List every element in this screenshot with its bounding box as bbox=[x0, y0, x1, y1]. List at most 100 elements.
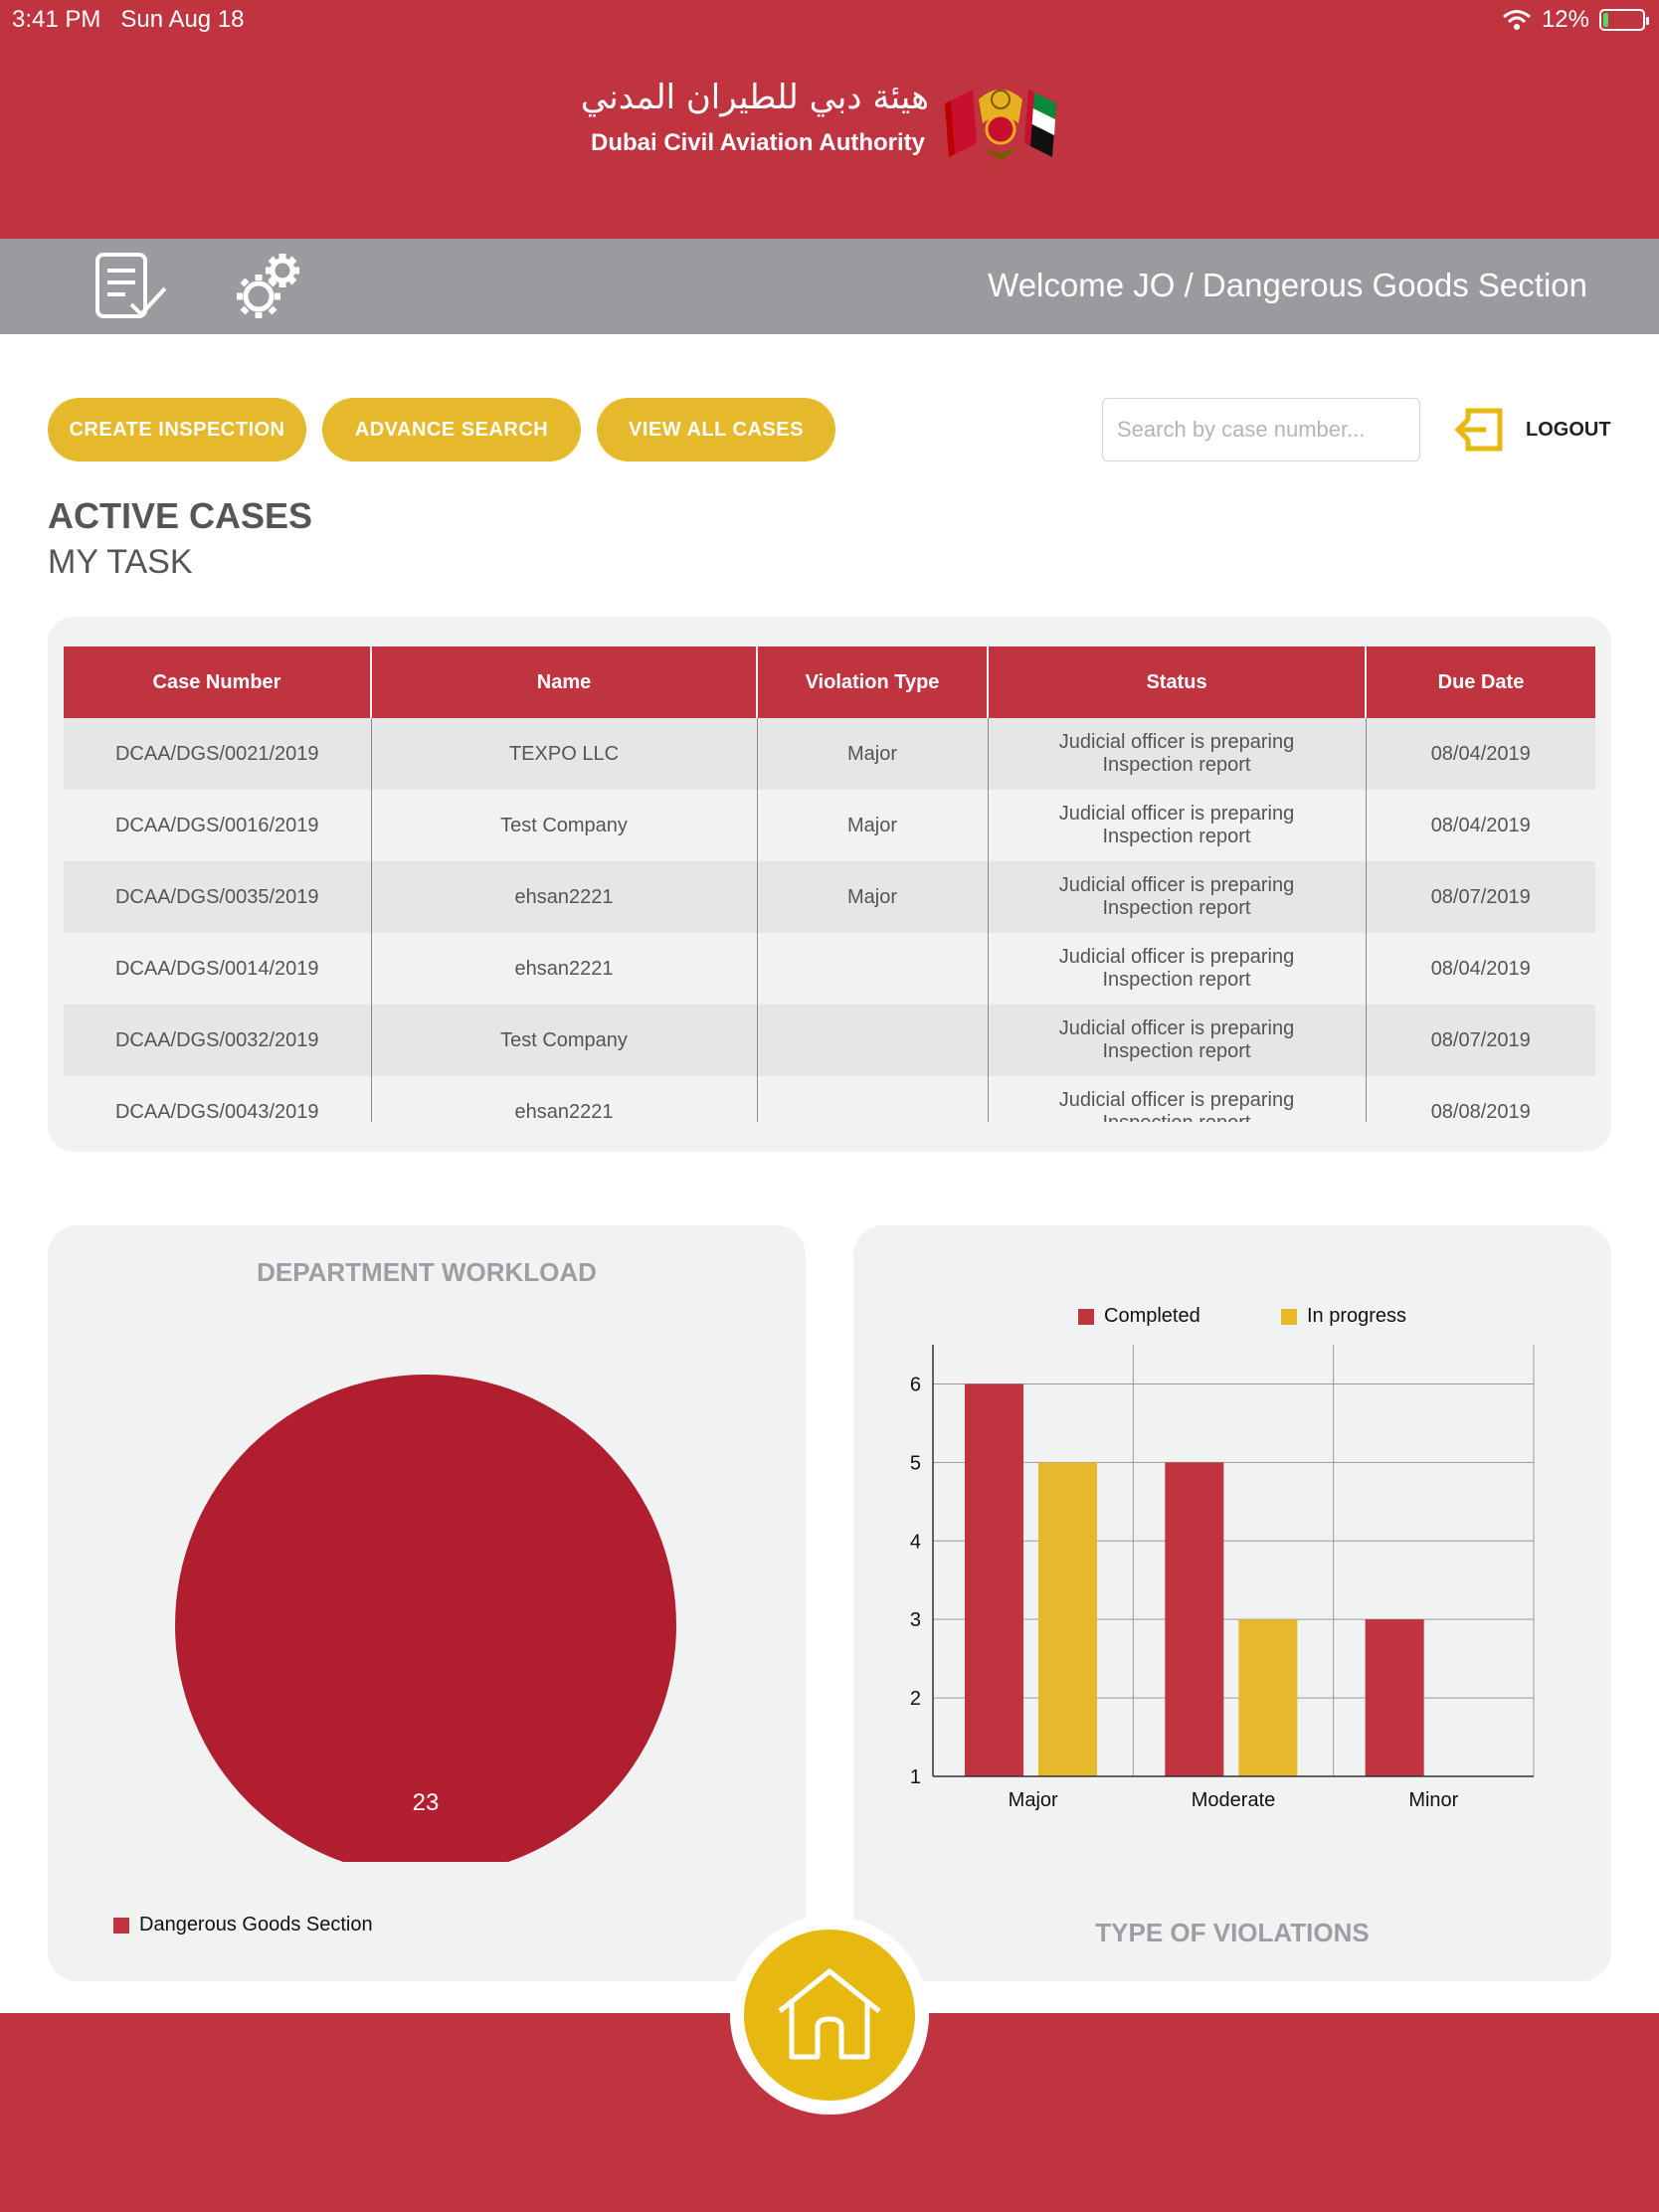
cases-table: Case Number Name Violation Type Status D… bbox=[64, 646, 1595, 1122]
cell-violation-type: Major bbox=[757, 861, 989, 933]
table-row[interactable]: DCAA/DGS/0016/2019 Test Company Major Ju… bbox=[64, 790, 1595, 861]
bar-in-progress bbox=[1038, 1462, 1097, 1776]
cell-violation-type: Major bbox=[757, 718, 989, 790]
bar-in-progress bbox=[1238, 1619, 1298, 1776]
gears-icon[interactable] bbox=[231, 251, 306, 322]
y-tick-label: 1 bbox=[910, 1766, 921, 1788]
advance-search-button[interactable]: ADVANCE SEARCH bbox=[322, 398, 581, 461]
create-inspection-button[interactable]: CREATE INSPECTION bbox=[48, 398, 306, 461]
checklist-icon[interactable] bbox=[93, 251, 169, 322]
legend-swatch bbox=[113, 1917, 129, 1934]
bar-completed bbox=[965, 1383, 1023, 1776]
legend-completed: Completed bbox=[1078, 1305, 1200, 1328]
section-subtitle: MY TASK bbox=[48, 543, 193, 581]
cell-due-date: 08/07/2019 bbox=[1366, 861, 1595, 933]
dcaa-logo: هيئة دبي للطيران المدني Dubai Civil Avia… bbox=[581, 74, 1068, 163]
cases-table-scroll[interactable]: Case Number Name Violation Type Status D… bbox=[64, 646, 1595, 1122]
table-row[interactable]: DCAA/DGS/0032/2019 Test Company Judicial… bbox=[64, 1005, 1595, 1076]
x-category-label: Minor bbox=[1408, 1789, 1458, 1811]
cell-due-date: 08/04/2019 bbox=[1366, 790, 1595, 861]
table-row[interactable]: DCAA/DGS/0035/2019 ehsan2221 Major Judic… bbox=[64, 861, 1595, 933]
app-header bbox=[0, 0, 1659, 239]
cell-name: Test Company bbox=[371, 1005, 758, 1076]
case-search-input[interactable] bbox=[1102, 398, 1420, 461]
cell-due-date: 08/07/2019 bbox=[1366, 1005, 1595, 1076]
column-violation-type[interactable]: Violation Type bbox=[757, 646, 989, 718]
cell-violation-type bbox=[757, 1076, 989, 1122]
cell-case-number: DCAA/DGS/0043/2019 bbox=[64, 1076, 372, 1122]
legend-in-progress-label: In progress bbox=[1307, 1305, 1407, 1327]
column-name[interactable]: Name bbox=[371, 646, 758, 718]
welcome-text: Welcome JO / Dangerous Goods Section bbox=[988, 267, 1587, 303]
wifi-icon bbox=[1502, 10, 1531, 30]
bar-completed bbox=[1165, 1462, 1224, 1776]
table-row[interactable]: DCAA/DGS/0014/2019 ehsan2221 Judicial of… bbox=[64, 933, 1595, 1005]
cell-violation-type bbox=[757, 933, 989, 1005]
cell-name: ehsan2221 bbox=[371, 861, 758, 933]
nav-bar: Welcome JO / Dangerous Goods Section bbox=[0, 239, 1659, 334]
logout-icon bbox=[1454, 408, 1503, 452]
cell-due-date: 08/04/2019 bbox=[1366, 718, 1595, 790]
cell-violation-type: Major bbox=[757, 790, 989, 861]
home-icon bbox=[778, 1968, 881, 2060]
legend-swatch bbox=[1281, 1308, 1297, 1325]
cell-case-number: DCAA/DGS/0014/2019 bbox=[64, 933, 372, 1005]
legend-in-progress: In progress bbox=[1281, 1305, 1406, 1328]
workload-title: DEPARTMENT WORKLOAD bbox=[257, 1257, 597, 1287]
bar-completed bbox=[1365, 1619, 1424, 1776]
column-case-number[interactable]: Case Number bbox=[64, 646, 372, 718]
cell-status: Judicial officer is preparingInspection … bbox=[988, 1076, 1367, 1122]
workload-pie-chart: 23 bbox=[175, 1375, 676, 1862]
cell-due-date: 08/04/2019 bbox=[1366, 933, 1595, 1005]
workload-legend-label: Dangerous Goods Section bbox=[139, 1914, 373, 1936]
violations-card: Completed In progress 1 2 3 4 5 6 Major Moderat… bbox=[853, 1225, 1611, 1981]
cell-due-date: 08/08/2019 bbox=[1366, 1076, 1595, 1122]
section-title: ACTIVE CASES bbox=[48, 495, 313, 536]
y-tick-label: 2 bbox=[910, 1688, 921, 1710]
table-header-row: Case Number Name Violation Type Status D… bbox=[64, 646, 1595, 718]
y-tick-label: 3 bbox=[910, 1609, 921, 1631]
violations-bar-chart: 1 2 3 4 5 6 Major Moderate Minor bbox=[910, 1345, 1535, 1811]
y-tick-label: 5 bbox=[910, 1452, 921, 1474]
logo-english-name: Dubai Civil Aviation Authority bbox=[591, 129, 926, 156]
y-tick-label: 6 bbox=[910, 1374, 921, 1395]
emblem-icon bbox=[945, 90, 1056, 161]
violations-title: TYPE OF VIOLATIONS bbox=[1095, 1918, 1370, 1947]
legend-swatch bbox=[1078, 1308, 1094, 1325]
logo-arabic-name: هيئة دبي للطيران المدني bbox=[580, 78, 929, 117]
cell-violation-type bbox=[757, 1005, 989, 1076]
pie-slice bbox=[175, 1375, 676, 1862]
table-row[interactable]: DCAA/DGS/0021/2019 TEXPO LLC Major Judic… bbox=[64, 718, 1595, 790]
cell-case-number: DCAA/DGS/0035/2019 bbox=[64, 861, 372, 933]
cell-name: Test Company bbox=[371, 790, 758, 861]
cell-case-number: DCAA/DGS/0021/2019 bbox=[64, 718, 372, 790]
x-category-label: Major bbox=[1009, 1789, 1058, 1811]
cell-name: ehsan2221 bbox=[371, 1076, 758, 1122]
workload-legend: Dangerous Goods Section bbox=[113, 1914, 373, 1936]
cases-table-card: Case Number Name Violation Type Status D… bbox=[48, 617, 1611, 1152]
department-workload-card: DEPARTMENT WORKLOAD 23 Dangerous Goods S… bbox=[48, 1225, 806, 1981]
cell-name: TEXPO LLC bbox=[371, 718, 758, 790]
cell-name: ehsan2221 bbox=[371, 933, 758, 1005]
y-tick-label: 4 bbox=[910, 1531, 921, 1553]
cell-case-number: DCAA/DGS/0032/2019 bbox=[64, 1005, 372, 1076]
cell-case-number: DCAA/DGS/0016/2019 bbox=[64, 790, 372, 861]
x-category-label: Moderate bbox=[1192, 1789, 1276, 1811]
column-due-date[interactable]: Due Date bbox=[1366, 646, 1595, 718]
logout-button[interactable]: LOGOUT bbox=[1454, 404, 1611, 456]
column-status[interactable]: Status bbox=[988, 646, 1367, 718]
status-bar: 3:41 PM Sun Aug 18 12% bbox=[0, 0, 1659, 40]
status-indicators: 12% bbox=[1502, 6, 1649, 34]
table-row[interactable]: DCAA/DGS/0043/2019 ehsan2221 Judicial of… bbox=[64, 1076, 1595, 1122]
home-button[interactable] bbox=[744, 1930, 915, 2101]
view-all-cases-button[interactable]: VIEW ALL CASES bbox=[597, 398, 835, 461]
status-time: 3:41 PM Sun Aug 18 bbox=[12, 6, 245, 33]
legend-completed-label: Completed bbox=[1104, 1305, 1200, 1327]
battery-percent: 12% bbox=[1541, 6, 1589, 33]
pie-slice-label: 23 bbox=[413, 1789, 440, 1816]
